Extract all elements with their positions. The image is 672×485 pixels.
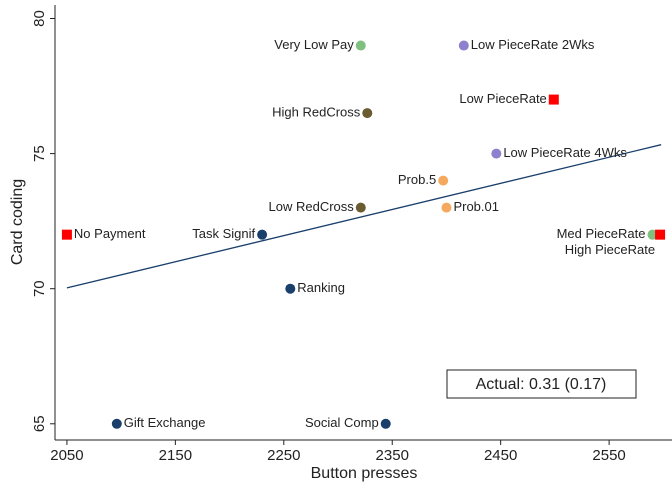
x-tick-label: 2150 bbox=[159, 447, 192, 464]
point bbox=[111, 418, 122, 429]
point-label: Prob.01 bbox=[453, 199, 499, 214]
point bbox=[355, 40, 366, 51]
point-label: Social Comp bbox=[305, 415, 379, 430]
point bbox=[647, 229, 658, 240]
x-tick-label: 2050 bbox=[50, 447, 83, 464]
point bbox=[380, 418, 391, 429]
point bbox=[355, 202, 366, 213]
x-tick-label: 2350 bbox=[376, 447, 409, 464]
point-label: Low PieceRate 4Wks bbox=[503, 145, 627, 160]
point bbox=[257, 229, 268, 240]
y-tick-label: 80 bbox=[31, 10, 48, 27]
x-tick-label: 2450 bbox=[484, 447, 517, 464]
y-tick-label: 65 bbox=[31, 415, 48, 432]
annotation: Actual: 0.31 (0.17) bbox=[476, 376, 607, 393]
point-label: Low PieceRate bbox=[459, 91, 546, 106]
point bbox=[548, 94, 559, 105]
point-label: Very Low Pay bbox=[274, 37, 354, 52]
point bbox=[441, 202, 452, 213]
y-axis-title: Card coding bbox=[9, 179, 26, 265]
point-label: High RedCross bbox=[272, 105, 361, 120]
y-tick-label: 70 bbox=[31, 280, 48, 297]
point-label: Ranking bbox=[297, 280, 345, 295]
point-label: No Payment bbox=[74, 226, 146, 241]
x-axis-title: Button presses bbox=[311, 465, 418, 482]
point bbox=[458, 40, 469, 51]
x-tick-label: 2550 bbox=[592, 447, 625, 464]
annotation-box bbox=[446, 369, 637, 399]
point bbox=[285, 283, 296, 294]
x-tick-label: 2250 bbox=[267, 447, 300, 464]
point-label: Task Signif bbox=[192, 226, 255, 241]
point-label: Med PieceRate bbox=[557, 226, 646, 241]
point bbox=[61, 229, 72, 240]
point-label: Low PieceRate 2Wks bbox=[471, 37, 595, 52]
point bbox=[438, 175, 449, 186]
point bbox=[655, 229, 666, 240]
point-label: Prob.5 bbox=[398, 172, 436, 187]
y-tick-label: 75 bbox=[31, 145, 48, 162]
point-label: Low RedCross bbox=[269, 199, 355, 214]
point bbox=[362, 108, 373, 119]
point-label: Gift Exchange bbox=[124, 415, 206, 430]
fit-line bbox=[66, 144, 662, 289]
point bbox=[491, 148, 502, 159]
point-label: High PieceRate bbox=[565, 242, 655, 257]
